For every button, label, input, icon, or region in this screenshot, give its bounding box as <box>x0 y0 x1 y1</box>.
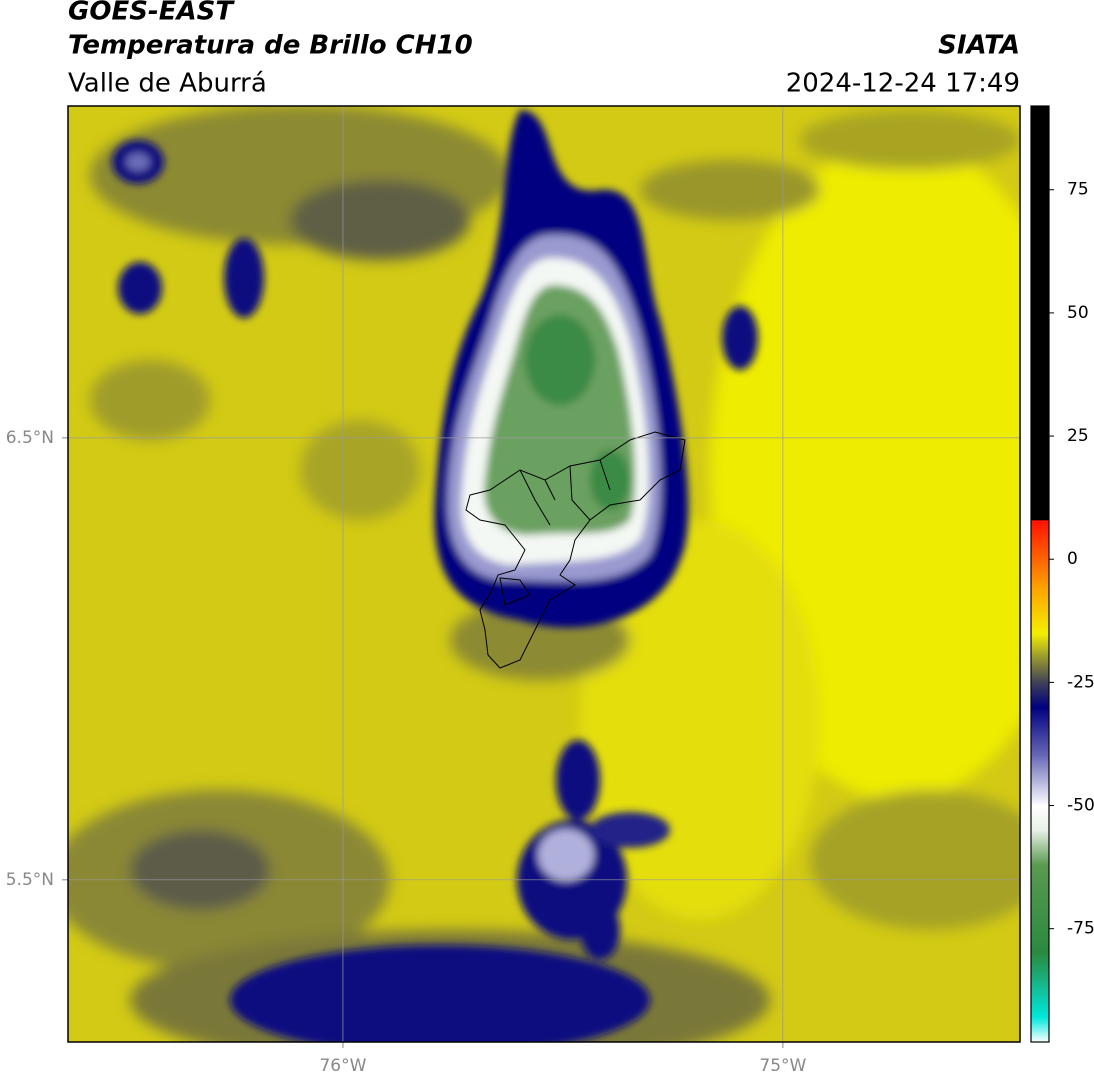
colorbar-tick-label: 50 <box>1067 303 1089 323</box>
colorbar-segment <box>1031 864 1049 954</box>
datetime: 2024-12-24 17:49 <box>786 69 1020 99</box>
colorbar-tick-label: 0 <box>1067 549 1078 569</box>
colorbar-segment <box>1031 583 1049 634</box>
colorbar-tick-label: 25 <box>1067 426 1089 446</box>
source: GOES-EAST <box>68 0 235 27</box>
x-tick-label: 76°W <box>319 1056 366 1076</box>
map-axes: 76°W 75°W 6.5°N 5.5°N <box>6 106 1020 1076</box>
region: Valle de Aburrá <box>68 69 267 99</box>
colorbar-segment <box>1031 682 1049 708</box>
x-tick-label: 75°W <box>759 1056 806 1076</box>
colorbar-segment <box>1031 652 1049 683</box>
colorbar-tick-label: -25 <box>1067 672 1094 692</box>
colorbar-segment <box>1031 830 1049 866</box>
colorbar-frame <box>1030 105 1050 1043</box>
title: Temperatura de Brillo CH10 <box>68 31 473 61</box>
agency: SIATA <box>938 31 1020 61</box>
satellite-image <box>68 106 1020 1042</box>
colorbar-segment <box>1031 953 1049 1018</box>
colorbar-segment <box>1031 1017 1049 1043</box>
colorbar-tick-label: -75 <box>1067 919 1094 939</box>
colorbar-segment <box>1031 106 1049 521</box>
y-tick-label: 5.5°N <box>6 870 54 890</box>
colorbar-segment <box>1031 633 1049 654</box>
colorbar-segment <box>1031 756 1049 807</box>
colorbar: 75 50 25 0 -25 -50 -75 <box>1031 106 1094 1043</box>
y-tick-label: 6.5°N <box>6 428 54 448</box>
colorbar-segment <box>1031 519 1049 585</box>
colorbar-tick-label: 75 <box>1067 180 1089 200</box>
map-frame <box>67 105 1021 1043</box>
colorbar-segment <box>1031 707 1049 757</box>
colorbar-segment <box>1031 805 1049 831</box>
colorbar-tick-label: -50 <box>1067 796 1094 816</box>
